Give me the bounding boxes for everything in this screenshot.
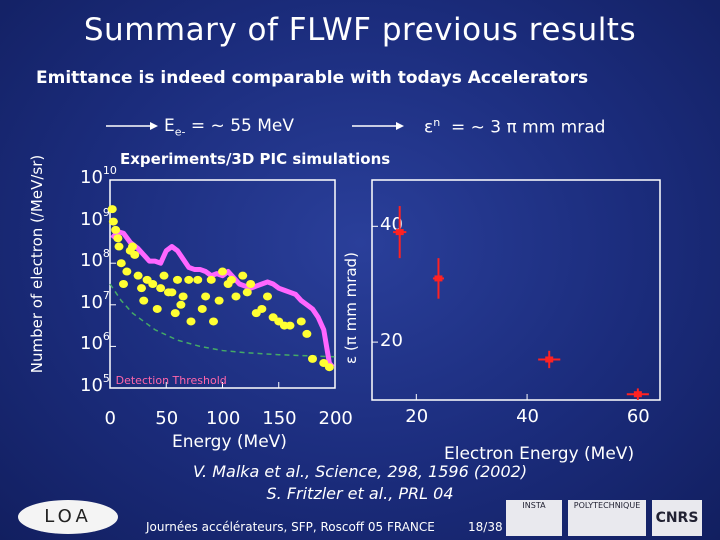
emittance-point	[395, 229, 404, 236]
left-ytick-label: 106	[80, 330, 110, 355]
threshold-label: Detection Threshold	[116, 374, 227, 387]
left-plot-xlabel: Energy (MeV)	[172, 432, 287, 452]
experiment-point	[206, 275, 216, 284]
ytick-base: 10	[80, 250, 103, 272]
experiment-point	[148, 280, 158, 288]
ytick-base: 10	[80, 167, 103, 188]
left-ytick-label: 105	[80, 372, 110, 396]
experiment-point	[209, 317, 218, 326]
experiment-point	[108, 217, 118, 226]
experiment-point	[184, 275, 194, 284]
ytick-exponent: 7	[102, 288, 110, 302]
left-xtick-label: 50	[155, 408, 179, 429]
emittance-point	[545, 356, 554, 363]
experiment-point	[285, 321, 295, 330]
left-xtick-label: 100	[206, 408, 241, 429]
experiment-point	[173, 275, 182, 284]
experiment-point	[308, 354, 317, 363]
experiment-point	[111, 225, 121, 234]
experiment-point	[178, 292, 188, 301]
left-ytick-label: 109	[80, 205, 110, 230]
experiment-point	[114, 242, 124, 251]
experiment-point	[176, 300, 186, 309]
left-ytick-label: 108	[80, 247, 110, 272]
ytick-base: 10	[80, 333, 103, 355]
simulation-curve	[110, 229, 335, 369]
reference-2: S. Fritzler et al., PRL 04	[266, 484, 454, 503]
experiment-point	[186, 317, 196, 326]
experiment-point	[238, 271, 248, 280]
ytick-exponent: 9	[102, 205, 110, 219]
experiment-point	[197, 304, 207, 313]
experiment-point	[130, 250, 140, 259]
ytick-exponent: 5	[102, 372, 110, 385]
right-ytick-label: 20	[380, 330, 403, 352]
experiment-point	[139, 296, 149, 305]
left-xtick-label: 200	[318, 408, 353, 429]
experiment-point	[214, 296, 224, 305]
experiment-point	[107, 205, 117, 214]
experiment-point	[263, 292, 272, 301]
experiment-point	[218, 267, 227, 276]
ytick-base: 10	[80, 208, 103, 230]
insta-logo: INSTA	[506, 500, 562, 536]
right-xtick-label: 60	[626, 406, 650, 427]
emittance-point	[434, 275, 443, 282]
footer-page-number: 18/38	[468, 520, 503, 534]
energy-annotation: Ee- = ~ 55 MeV	[164, 116, 294, 139]
experiment-point	[246, 280, 256, 288]
left-ytick-label: 1010	[80, 164, 117, 188]
left-ytick-label: 107	[80, 288, 110, 313]
experiment-point	[159, 271, 169, 280]
reference-1: V. Malka et al., Science, 298, 1596 (200…	[192, 462, 528, 481]
right-xtick-label: 40	[516, 406, 539, 427]
experiment-point	[324, 363, 334, 372]
right-plot-xlabel: Electron Energy (MeV)	[444, 444, 635, 464]
left-xtick-label: 0	[104, 408, 116, 429]
cnrs-logo: CNRS	[652, 500, 702, 536]
experiment-point	[170, 309, 180, 318]
emittance-point	[633, 391, 642, 398]
experiment-point	[116, 259, 126, 268]
emittance-annotation: εn = ~ 3 π mm mrad	[424, 116, 606, 138]
ytick-exponent: 6	[102, 330, 110, 344]
slide-title: Summary of FLWF previous results	[83, 12, 637, 48]
experiment-point	[156, 284, 166, 293]
threshold-line	[109, 283, 336, 358]
experiment-point	[227, 275, 236, 284]
experiment-point	[152, 304, 162, 313]
experiment-point	[137, 284, 146, 293]
experiment-point	[201, 292, 211, 301]
experiment-point	[296, 317, 306, 326]
left-plot-frame	[109, 179, 336, 389]
ytick-exponent: 8	[102, 247, 110, 261]
right-xtick-label: 20	[405, 406, 429, 427]
experiment-point	[119, 280, 128, 288]
polytechnique-logo: POLYTECHNIQUE	[568, 500, 646, 536]
right-plot-frame	[371, 179, 661, 401]
slide-subtitle: Emittance is indeed comparable with toda…	[36, 68, 589, 88]
experiment-point	[231, 292, 241, 301]
ytick-base: 10	[80, 291, 103, 313]
ytick-base: 10	[80, 375, 103, 396]
experiment-point	[122, 267, 132, 276]
left-xtick-label: 150	[262, 408, 297, 429]
ytick-exponent: 10	[102, 164, 117, 177]
experiment-point	[133, 271, 143, 280]
footer-conference: Journées accélérateurs, SFP, Roscoff 05 …	[146, 520, 435, 534]
experiment-point	[242, 288, 252, 297]
experiment-point	[167, 288, 177, 297]
experiment-point	[128, 242, 137, 251]
experiment-point	[302, 329, 312, 338]
loa-logo: LOA	[18, 500, 118, 534]
experiment-point	[257, 304, 267, 313]
left-plot-header: Experiments/3D PIC simulations	[120, 150, 391, 168]
experiment-point	[113, 234, 123, 243]
experiment-point	[193, 275, 203, 284]
